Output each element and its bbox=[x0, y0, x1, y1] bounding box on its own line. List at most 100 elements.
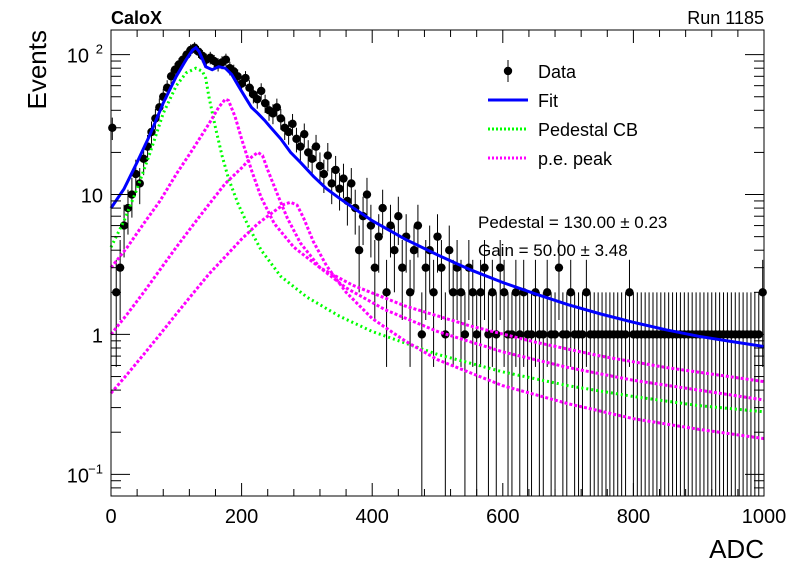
data-point bbox=[539, 330, 548, 339]
data-point bbox=[433, 232, 442, 241]
data-point bbox=[272, 103, 282, 112]
data-series-group bbox=[108, 42, 767, 496]
x-tick-label: 1000 bbox=[742, 506, 787, 528]
data-point bbox=[562, 330, 571, 339]
data-point bbox=[413, 221, 423, 230]
data-point bbox=[374, 232, 383, 241]
data-point bbox=[488, 288, 497, 297]
data-point bbox=[245, 83, 254, 92]
legend-label: p.e. peak bbox=[538, 149, 613, 169]
experiment-label: CaloX bbox=[111, 8, 162, 28]
data-point bbox=[448, 288, 458, 297]
data-point bbox=[304, 148, 313, 157]
legend-entry: Pedestal CB bbox=[488, 120, 638, 140]
fit-curves-group bbox=[109, 45, 765, 441]
data-point bbox=[370, 263, 380, 272]
data-point bbox=[296, 142, 305, 151]
data-point bbox=[253, 95, 262, 104]
data-point bbox=[460, 330, 470, 339]
legend-entry: Data bbox=[503, 60, 577, 82]
data-point bbox=[550, 330, 560, 339]
x-tick-label: 0 bbox=[105, 506, 116, 528]
data-point bbox=[495, 263, 505, 272]
data-point bbox=[311, 142, 321, 151]
x-tick-label: 400 bbox=[356, 506, 389, 528]
data-point bbox=[472, 330, 481, 339]
data-point bbox=[476, 288, 485, 297]
data-point bbox=[405, 288, 415, 297]
legend-label: Pedestal CB bbox=[538, 120, 638, 140]
data-point bbox=[394, 212, 403, 221]
data-point bbox=[339, 174, 348, 183]
y-tick-label: 10 bbox=[81, 186, 103, 208]
data-point bbox=[390, 246, 399, 255]
y-tick-label: 1 bbox=[92, 325, 103, 347]
legend-data-marker bbox=[503, 66, 513, 76]
data-point bbox=[417, 330, 427, 339]
y-tick-exponent: −1 bbox=[88, 461, 103, 476]
legend: Data Fit Pedestal CB p.e. peak bbox=[488, 60, 638, 169]
data-point bbox=[241, 73, 250, 83]
data-point bbox=[292, 134, 301, 144]
data-point bbox=[511, 288, 521, 297]
x-tick-label: 200 bbox=[225, 506, 258, 528]
data-point bbox=[621, 330, 630, 339]
data-point bbox=[398, 263, 407, 272]
data-point bbox=[362, 190, 372, 199]
data-point bbox=[499, 288, 509, 297]
data-point bbox=[268, 109, 278, 118]
data-point bbox=[554, 263, 564, 272]
data-point bbox=[492, 330, 501, 339]
data-point bbox=[354, 246, 364, 255]
y-tick-label: 10 bbox=[67, 465, 89, 487]
y-axis-label: Events bbox=[22, 30, 52, 110]
data-point bbox=[327, 179, 336, 188]
data-point bbox=[319, 169, 329, 179]
data-point bbox=[456, 288, 466, 297]
data-point bbox=[445, 246, 454, 255]
gain-annotation: Gain = 50.00 ± 3.48 bbox=[478, 241, 628, 260]
x-axis-label: ADC bbox=[709, 534, 764, 564]
data-point bbox=[307, 154, 317, 164]
data-point bbox=[323, 151, 332, 160]
pe-peak-curve-2 bbox=[109, 150, 765, 402]
data-point bbox=[135, 179, 144, 188]
data-point bbox=[378, 203, 387, 213]
fit-curve bbox=[109, 45, 765, 348]
data-point bbox=[543, 288, 552, 297]
data-point bbox=[347, 179, 356, 188]
data-point bbox=[382, 288, 391, 297]
legend-entry: p.e. peak bbox=[488, 149, 613, 169]
run-label: Run 1185 bbox=[687, 8, 764, 28]
data-point bbox=[582, 288, 591, 297]
data-point bbox=[527, 330, 536, 339]
data-point bbox=[288, 119, 297, 129]
data-point bbox=[284, 127, 293, 137]
x-tick-label: 600 bbox=[486, 506, 519, 528]
data-point bbox=[260, 98, 270, 108]
data-point bbox=[166, 72, 176, 81]
legend-label: Data bbox=[538, 62, 577, 82]
data-point bbox=[468, 288, 477, 297]
data-point bbox=[256, 86, 266, 96]
plot-frame bbox=[110, 29, 765, 497]
legend-label: Fit bbox=[538, 91, 558, 111]
data-point bbox=[421, 263, 430, 272]
legend-entry: Fit bbox=[488, 91, 558, 111]
y-tick-exponent: 2 bbox=[96, 42, 103, 57]
data-point bbox=[480, 263, 489, 272]
data-point bbox=[331, 165, 340, 175]
pe-peak-curve-3 bbox=[109, 200, 765, 441]
data-point bbox=[625, 288, 634, 297]
data-point bbox=[300, 129, 309, 139]
data-point bbox=[386, 221, 395, 230]
data-point bbox=[221, 55, 231, 64]
data-point bbox=[409, 246, 419, 255]
x-tick-label: 800 bbox=[617, 506, 650, 528]
data-point bbox=[139, 154, 148, 164]
data-point bbox=[578, 330, 587, 339]
data-point bbox=[566, 288, 575, 297]
pe-peak-curve-1 bbox=[109, 97, 765, 384]
